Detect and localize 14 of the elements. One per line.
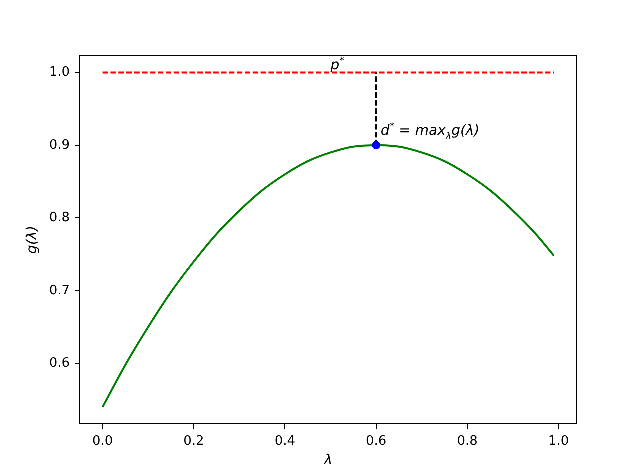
x-axis-title: λ [323, 452, 333, 469]
x-tick-label: 0.2 [184, 434, 204, 450]
x-tick-label: 0.6 [366, 434, 387, 450]
annotation: p* [330, 56, 345, 74]
y-tick-label: 1.0 [49, 65, 70, 80]
x-tick-label: 0.8 [457, 434, 478, 450]
x-tick-label: 0.4 [274, 434, 296, 450]
y-tick-label: 0.9 [49, 138, 70, 153]
y-tick-label: 0.6 [49, 356, 70, 372]
y-tick-label: 0.8 [49, 210, 70, 226]
x-tick-label: 1.0 [548, 434, 570, 450]
y-axis-title: g(λ) [24, 226, 41, 254]
x-tick-label: 0.0 [92, 434, 114, 450]
y-tick-label: 0.7 [49, 283, 70, 298]
